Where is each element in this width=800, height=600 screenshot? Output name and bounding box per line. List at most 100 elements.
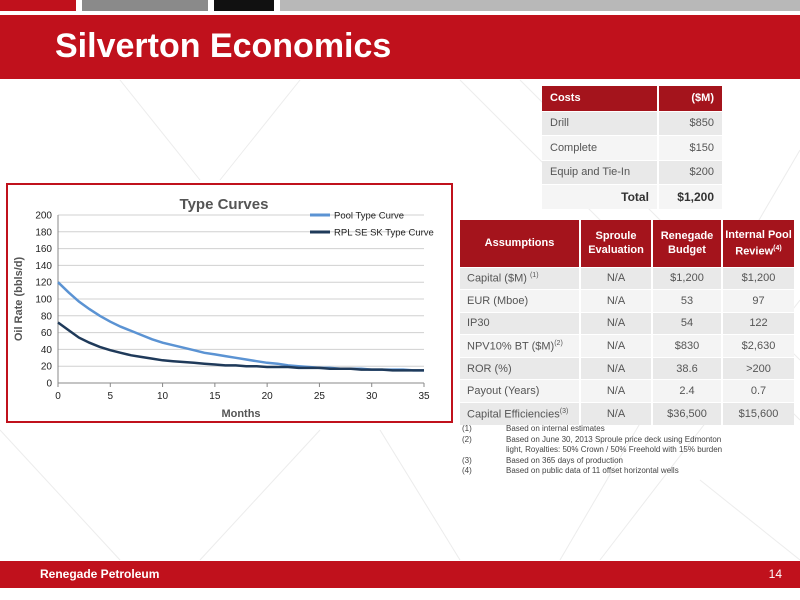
internal-cell: $1,200 [721,266,794,290]
type-curves-chart: 0 20 40 60 80 100 120 140 160 180 200 0 5 10 15 20 25 30 3… [6,183,453,423]
costs-table: Costs ($M) Drill $850 Complete $150 Equi… [542,86,722,209]
assumptions-table: Assumptions Sproule Evaluation Renegade … [460,220,794,426]
footnote: (3) Based on 365 days of production [462,456,762,467]
page-number: 14 [768,567,782,581]
top-tab-black [214,0,274,11]
chart-title: Type Curves [180,196,269,213]
footer-company: Renegade Petroleum [40,567,160,581]
y-tick-label: 20 [41,362,53,373]
sproule-cell: N/A [579,402,652,426]
y-tick-label: 100 [35,295,52,306]
y-axis-label: Oil Rate (bbls/d) [13,256,25,341]
costs-header-row: Costs ($M) [542,86,722,111]
row-label: Capital ($M) (1) [460,266,580,290]
sproule-cell: N/A [579,266,652,290]
internal-cell: $15,600 [721,402,794,426]
y-tick-label: 140 [35,261,52,272]
internal-cell: >200 [721,356,794,380]
row-label-text: Capital Efficiencies [467,408,560,421]
x-tick-label: 35 [418,391,430,402]
y-tick-label: 0 [46,379,52,390]
row-label-text: Payout (Years) [467,385,540,398]
table-row: NPV10% BT ($M)(2) N/A $830 $2,630 [460,334,794,358]
y-tick-label: 80 [41,311,53,322]
y-tick-label: 60 [41,328,53,339]
row-label-text: EUR (Mboe) [467,294,529,307]
footnote-line: Based on June 30, 2013 Sproule price dec… [506,434,722,444]
legend-label: RPL SE SK Type Curve [334,228,434,239]
internal-cell: $2,630 [721,334,794,358]
row-label: Payout (Years) [460,379,580,403]
table-row: IP30 N/A 54 122 [460,311,794,335]
row-label-sup: (3) [559,407,569,415]
x-tick-label: 10 [157,391,169,402]
costs-header-unit: ($M) [656,86,722,111]
footnote: (4) Based on public data of 11 offset ho… [462,466,762,477]
table-row: Capital ($M) (1) N/A $1,200 $1,200 [460,266,794,290]
row-label: Capital Efficiencies(3) [460,402,580,426]
footnote-number: (4) [462,466,472,475]
renegade-cell: $830 [651,334,722,358]
renegade-cell: 54 [651,311,722,335]
costs-row: Complete $150 [542,135,722,160]
x-tick-label: 0 [55,391,61,402]
table-row: ROR (%) N/A 38.6 >200 [460,356,794,380]
renegade-header: Renegade Budget [651,220,722,267]
table-row: EUR (Mboe) N/A 53 97 [460,289,794,313]
renegade-cell: $1,200 [651,266,722,290]
footnote-number: (2) [462,434,472,444]
footnotes: (1) Based on internal estimates (2) Base… [462,424,762,477]
costs-row-label: Equip and Tie-In [542,159,658,185]
costs-total-label: Total [542,184,658,209]
internal-header-sup: (4) [773,244,782,252]
y-tick-label: 120 [35,278,52,289]
x-tick-label: 5 [108,391,114,402]
sproule-header: Sproule Evaluation [579,220,652,267]
footnote-text: Based on 365 days of production [506,455,623,465]
internal-cell: 97 [721,289,794,313]
footnote-text: Based on public data of 11 offset horizo… [506,466,679,475]
top-tab-red [0,0,76,11]
costs-row-value: $850 [656,110,722,136]
renegade-cell: 53 [651,289,722,313]
costs-row: Drill $850 [542,110,722,136]
top-tab-light [280,0,800,11]
top-tab-strip [0,0,800,11]
row-label-sup: (2) [554,339,563,347]
costs-header-label: Costs [542,86,658,111]
footnote-text: Based on June 30, 2013 Sproule price dec… [506,435,722,456]
footnote-line: light, Royalties: 50% Crown / 50% Freeho… [506,445,723,454]
table-row: Capital Efficiencies(3) N/A $36,500 $15,… [460,402,794,426]
renegade-cell: $36,500 [651,402,722,426]
costs-row-value: $200 [656,159,722,185]
series-line-1 [57,281,424,372]
x-tick-label: 30 [366,391,378,402]
costs-row: Equip and Tie-In $200 [542,159,722,185]
x-axis-label: Months [221,408,260,420]
chart-svg: 0 20 40 60 80 100 120 140 160 180 200 0 5 10 15 20 25 30 3… [13,196,434,420]
footnote-number: (1) [462,424,472,433]
costs-total-value: $1,200 [656,184,722,209]
costs-row-value: $150 [656,135,722,160]
legend-label: Pool Type Curve [334,211,404,222]
sproule-cell: N/A [579,379,652,403]
costs-total-row: Total $1,200 [542,184,722,209]
x-tick-label: 15 [209,391,221,402]
footnote-number: (3) [462,455,472,465]
y-tick-label: 160 [35,244,52,255]
x-tick-label: 20 [262,391,274,402]
costs-row-label: Complete [542,135,658,160]
row-label-text: ROR (%) [467,362,512,375]
sproule-cell: N/A [579,356,652,380]
footer-band: Renegade Petroleum 14 [0,561,800,588]
y-tick-label: 200 [35,211,52,222]
row-label-text: NPV10% BT ($M) [467,340,555,353]
page-title: Silverton Economics [55,27,392,65]
sproule-cell: N/A [579,311,652,335]
sproule-cell: N/A [579,334,652,358]
assumptions-header: Assumptions [460,220,580,267]
sproule-cell: N/A [579,289,652,313]
x-tick-label: 25 [314,391,326,402]
renegade-cell: 38.6 [651,356,722,380]
table-row: Payout (Years) N/A 2.4 0.7 [460,379,794,403]
